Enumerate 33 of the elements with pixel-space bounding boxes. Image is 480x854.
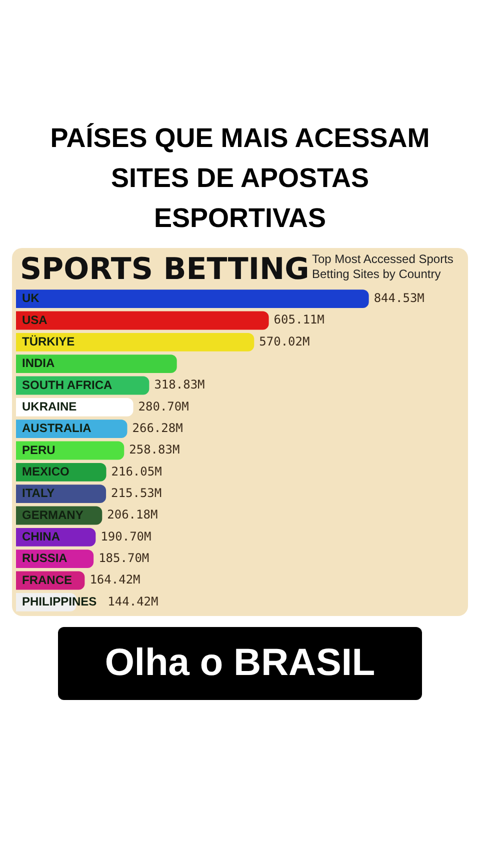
y-tick-label: ITALY [22, 486, 55, 500]
y-tick-label: USA [22, 312, 48, 327]
y-tick-label: PHILIPPINES [22, 594, 97, 608]
y-tick-label: UK [22, 291, 40, 306]
data-label: 190.70M [100, 529, 152, 544]
y-tick-label: UKRAINE [22, 399, 77, 414]
y-tick-label: TÜRKIYE [22, 334, 75, 348]
data-label: 206.18M [107, 508, 158, 522]
y-tick-label: SOUTH AFRICA [22, 378, 113, 392]
chart-subtitle: Top Most Accessed Sports Betting Sites by Country [312, 252, 454, 282]
data-label: 258.83M [129, 442, 180, 457]
y-tick-label: MEXICO [22, 464, 70, 478]
chart-title: SPORTS BETTING [20, 252, 310, 287]
data-label: 266.28M [132, 420, 183, 435]
data-label: 144.42M [108, 594, 158, 608]
data-label: 215.53M [111, 486, 162, 500]
data-label: 164.42M [90, 572, 140, 587]
text: PAÍSES QUE MAIS ACESSAM SITES DE APOSTAS ESPORTIVAS [50, 122, 430, 235]
y-tick-label: GERMANY [22, 508, 84, 522]
data-label: 605.11M [274, 312, 324, 327]
data-label: 318.83M [154, 378, 205, 392]
y-tick-label: INDIA [22, 356, 55, 370]
data-label: 216.05M [111, 464, 162, 478]
y-tick-label: PERU [22, 442, 56, 457]
y-tick-label: RUSSIA [22, 551, 68, 566]
y-tick-label: AUSTRALIA [22, 421, 92, 436]
data-label: 280.70M [138, 399, 189, 414]
data-label: 570.02M [259, 334, 310, 348]
text: Olha o BRASIL [58, 627, 422, 700]
data-label: 844.53M [374, 290, 424, 305]
y-tick-label: FRANCE [22, 572, 72, 587]
y-tick-label: CHINA [22, 529, 60, 544]
data-label: 185.70M [98, 550, 150, 565]
